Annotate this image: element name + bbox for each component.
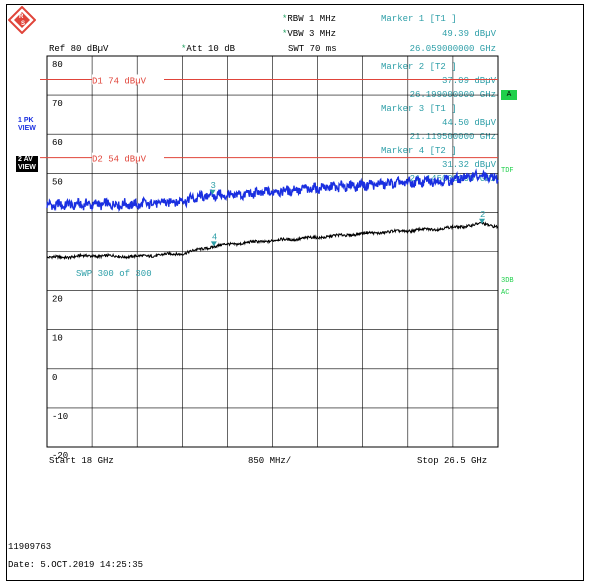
- marker-triangle: [210, 241, 217, 247]
- 3db-indicator: 3DB: [501, 277, 514, 285]
- marker-3-level: 44.50 dBµV: [441, 118, 496, 128]
- marker-number: 4: [212, 232, 217, 242]
- y-tick-label: 50: [52, 177, 63, 187]
- marker-number: 3: [211, 181, 216, 191]
- marker-4-level: 31.32 dBµV: [441, 160, 496, 170]
- vbw-readout: *VBW 3 MHz: [282, 29, 337, 39]
- y-tick-label: 80: [52, 60, 63, 70]
- limit-line-label-bg: [92, 74, 164, 85]
- y-tick-label: 20: [52, 295, 63, 305]
- rbw-readout: *RBW 1 MHz: [282, 14, 337, 24]
- trace-2-average-line: [46, 221, 499, 261]
- sweep-count-label: SWP 300 of 300: [76, 269, 152, 279]
- date-label: Date: 5.OCT.2019 14:25:35: [8, 560, 144, 570]
- trace-a-indicator: A: [501, 90, 517, 100]
- stop-frequency-label: Stop 26.5 GHz: [417, 456, 488, 466]
- test-id-label: 11909763: [8, 542, 52, 552]
- limit-line-label-bg: [92, 152, 164, 163]
- ref-level-readout: Ref 80 dBµV: [49, 44, 109, 54]
- marker-1-freq: 26.059000000 GHz: [409, 44, 496, 54]
- marker-4-title: Marker 4 [T2 ]: [381, 146, 457, 156]
- y-tick-label: 10: [52, 334, 63, 344]
- attenuation-readout: *Att 10 dB: [181, 44, 236, 54]
- limit-line-label: D1 74 dBµV: [92, 76, 147, 86]
- marker-1-title: Marker 1 [T1 ]: [381, 14, 457, 24]
- ac-coupling-indicator: AC: [501, 289, 510, 297]
- marker-2-title: Marker 2 [T2 ]: [381, 62, 457, 72]
- start-frequency-label: Start 18 GHz: [49, 456, 114, 466]
- marker-number: 2: [480, 210, 485, 220]
- y-tick-label: -20: [52, 451, 68, 461]
- span-per-div-label: 850 MHz/: [248, 456, 292, 466]
- trace-2-label: 2 AV VIEW: [16, 156, 38, 172]
- tdf-indicator: TDF: [501, 167, 514, 175]
- y-tick-label: 0: [52, 373, 57, 383]
- y-tick-label: -10: [52, 412, 68, 422]
- trace-1-peak-line: [46, 168, 499, 213]
- svg-text:S: S: [21, 21, 25, 27]
- marker-triangle: [479, 218, 486, 224]
- y-tick-label: 60: [52, 138, 63, 148]
- marker-2-level: 37.09 dBµV: [441, 76, 496, 86]
- limit-line-label: D2 54 dBµV: [92, 155, 147, 165]
- marker-1-level: 49.39 dBµV: [441, 29, 496, 39]
- y-tick-label: 70: [52, 99, 63, 109]
- trace-1-label: 1 PK VIEW: [18, 117, 36, 132]
- rohde-schwarz-logo-icon: R S: [8, 6, 36, 34]
- svg-text:R: R: [19, 14, 24, 20]
- analyzer-frame: [6, 4, 584, 581]
- sweep-time-readout: SWT 70 ms: [288, 44, 337, 54]
- marker-3-title: Marker 3 [T1 ]: [381, 104, 457, 114]
- marker-triangle: [209, 189, 216, 195]
